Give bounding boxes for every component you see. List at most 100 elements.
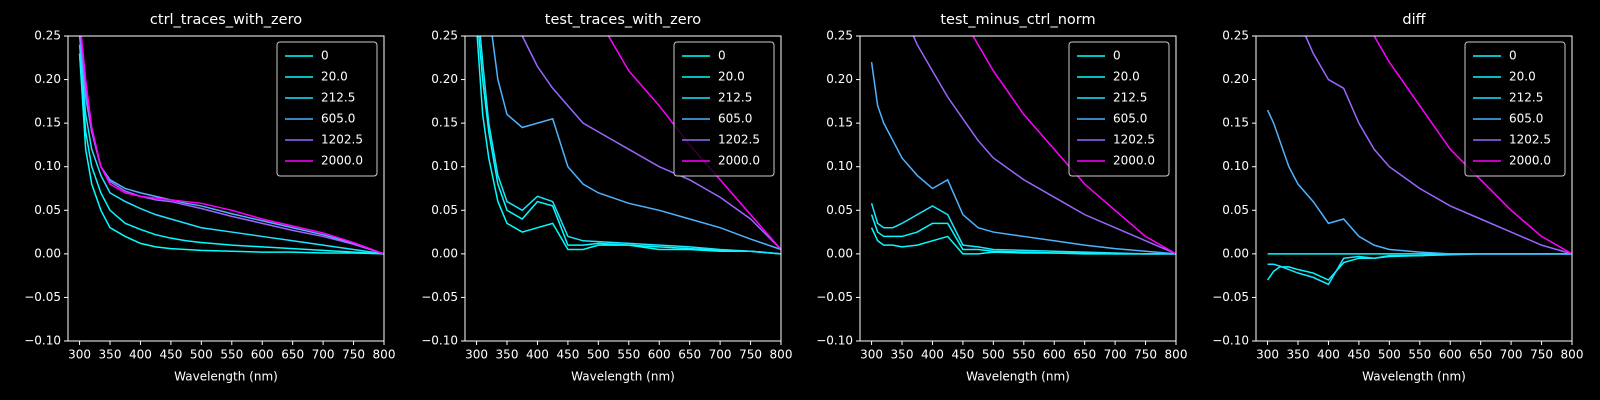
series-line xyxy=(479,36,781,255)
x-tick-label: 500 xyxy=(1378,348,1401,362)
x-tick-label: 550 xyxy=(220,348,243,362)
x-tick-label: 450 xyxy=(1347,348,1370,362)
x-tick-label: 600 xyxy=(1439,348,1462,362)
x-tick-label: 400 xyxy=(1317,348,1340,362)
x-tick-label: 300 xyxy=(465,348,488,362)
legend-label: 20.0 xyxy=(321,70,348,84)
x-tick-label: 800 xyxy=(770,348,793,362)
axes-frame xyxy=(67,35,385,342)
y-tick-label: 0.25 xyxy=(34,29,61,43)
chart-title: test_minus_ctrl_norm xyxy=(940,12,1095,28)
series-line xyxy=(870,214,1176,255)
x-tick-label: 500 xyxy=(982,348,1005,362)
legend-label: 20.0 xyxy=(1509,70,1536,84)
x-tick-label: 400 xyxy=(526,348,549,362)
y-tick-label: 0.25 xyxy=(431,29,458,43)
legend-label: 605.0 xyxy=(1509,112,1543,126)
legend-label: 0 xyxy=(718,49,726,63)
y-tick-label: −0.10 xyxy=(421,334,458,348)
x-tick-label: 750 xyxy=(1530,348,1553,362)
series-line xyxy=(78,53,384,255)
chart-title: test_traces_with_zero xyxy=(545,12,702,28)
legend-label: 2000.0 xyxy=(1509,154,1551,168)
x-tick-label: 650 xyxy=(678,348,701,362)
series-line xyxy=(912,36,1176,255)
y-tick-label: 0.15 xyxy=(34,116,61,130)
y-tick-label: −0.10 xyxy=(1212,334,1249,348)
y-tick-label: −0.10 xyxy=(816,334,853,348)
subplot: ctrl_traces_with_zero Wavelength (nm) −0.1… xyxy=(24,12,395,384)
y-tick-label: 0.10 xyxy=(431,159,458,173)
legend-label: 1202.5 xyxy=(1509,133,1551,147)
x-tick-label: 350 xyxy=(891,348,914,362)
plot-area xyxy=(870,36,1176,255)
y-tick-label: 0.00 xyxy=(1222,246,1249,260)
y-tick-label: −0.05 xyxy=(1212,290,1249,304)
x-tick-label: 300 xyxy=(68,348,91,362)
x-tick-label: 450 xyxy=(159,348,182,362)
series-line xyxy=(476,36,781,255)
legend-label: 212.5 xyxy=(321,91,355,105)
legend-label: 0 xyxy=(321,49,329,63)
legend: 0 20.0 212.5 605.0 1202.5 2000.0 xyxy=(276,41,378,177)
x-tick-label: 600 xyxy=(251,348,274,362)
y-tick-label: 0.10 xyxy=(826,159,853,173)
legend-box xyxy=(1464,41,1566,177)
legend-label: 1202.5 xyxy=(718,133,760,147)
y-tick-label: 0.20 xyxy=(826,72,853,86)
legend: 0 20.0 212.5 605.0 1202.5 2000.0 xyxy=(1068,41,1170,177)
axes-frame xyxy=(464,35,782,342)
x-tick-label: 400 xyxy=(921,348,944,362)
subplot: diff Wavelength (nm) −0.10 −0.05 0.00 0.05 0.1… xyxy=(1212,12,1584,384)
y-tick-label: −0.05 xyxy=(421,290,458,304)
series-line xyxy=(1267,253,1572,286)
legend-label: 1202.5 xyxy=(321,133,363,147)
x-axis-label: Wavelength (nm) xyxy=(174,370,278,384)
series-line xyxy=(78,53,384,255)
x-tick-label: 500 xyxy=(587,348,610,362)
legend-label: 605.0 xyxy=(718,112,752,126)
y-tick-label: 0.20 xyxy=(431,72,458,86)
y-tick-label: 0.00 xyxy=(826,246,853,260)
chart-title: ctrl_traces_with_zero xyxy=(150,12,302,28)
x-axis-label: Wavelength (nm) xyxy=(966,370,1070,384)
x-tick-label: 450 xyxy=(951,348,974,362)
plot-area xyxy=(1266,36,1572,286)
legend-label: 212.5 xyxy=(718,91,752,105)
x-tick-label: 600 xyxy=(648,348,671,362)
series-line xyxy=(870,62,1176,255)
x-tick-label: 550 xyxy=(1408,348,1431,362)
x-tick-label: 600 xyxy=(1043,348,1066,362)
x-tick-label: 800 xyxy=(373,348,396,362)
legend-label: 2000.0 xyxy=(321,154,363,168)
series-line xyxy=(80,36,384,255)
x-tick-label: 350 xyxy=(496,348,519,362)
plot-area xyxy=(78,36,384,255)
x-tick-label: 700 xyxy=(709,348,732,362)
legend-label: 2000.0 xyxy=(718,154,760,168)
series-line xyxy=(1373,36,1572,255)
chart-title: diff xyxy=(1402,12,1426,28)
legend-label: 605.0 xyxy=(1113,112,1147,126)
y-tick-label: 0.05 xyxy=(826,203,853,217)
legend-box xyxy=(673,41,775,177)
series-line xyxy=(1266,109,1572,255)
x-tick-label: 750 xyxy=(739,348,762,362)
y-tick-label: 0.05 xyxy=(34,203,61,217)
y-tick-label: −0.05 xyxy=(24,290,61,304)
subplot: test_minus_ctrl_norm Wavelength (nm) −0.10… xyxy=(816,12,1188,384)
y-tick-label: 0.15 xyxy=(431,116,458,130)
x-tick-label: 800 xyxy=(1561,348,1584,362)
legend-label: 0 xyxy=(1113,49,1121,63)
y-tick-label: 0.00 xyxy=(431,246,458,260)
series-line xyxy=(521,36,781,251)
y-tick-label: −0.05 xyxy=(816,290,853,304)
x-tick-label: 800 xyxy=(1165,348,1188,362)
legend-box xyxy=(1068,41,1170,177)
y-tick-label: 0.10 xyxy=(1222,159,1249,173)
y-tick-label: 0.25 xyxy=(1222,29,1249,43)
series-line xyxy=(1304,36,1572,255)
y-tick-label: 0.05 xyxy=(431,203,458,217)
axes-frame xyxy=(859,35,1177,342)
